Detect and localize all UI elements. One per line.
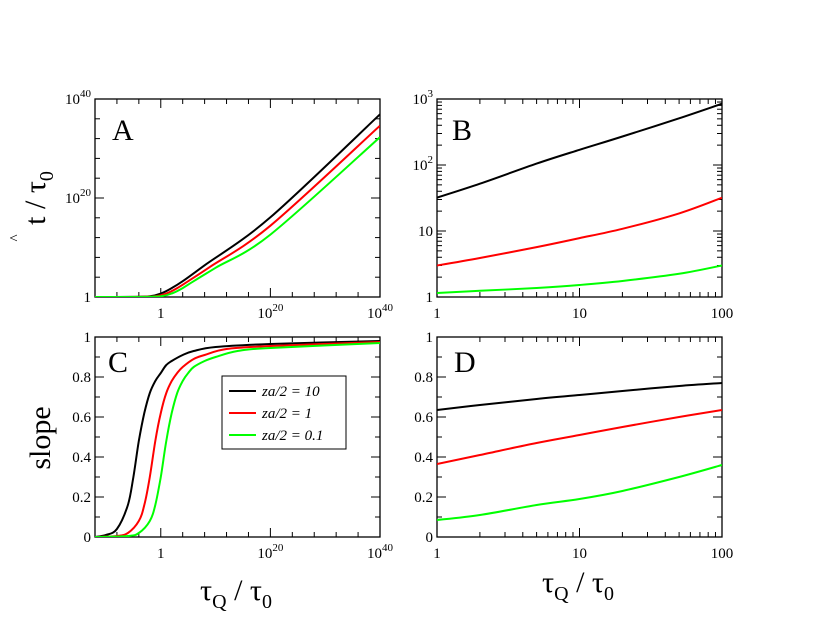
panel-letter-B: B <box>452 114 472 147</box>
y-tick-label-C-5: 1 <box>84 330 92 346</box>
x-tick-label-D-2: 100 <box>711 546 734 562</box>
x-tick-label-A-1: 1020 <box>257 302 284 322</box>
y-tick-label-A-2: 1040 <box>65 88 92 108</box>
x-tick-label-B-1: 10 <box>572 306 587 322</box>
x-tick-label-D-1: 10 <box>572 546 587 562</box>
x-axis-title-left: τQ / τ0 <box>200 574 272 613</box>
x-title-right-sub0: 0 <box>604 583 614 605</box>
panel-D: 1 10 100 0 0.2 0.4 0.6 0.8 1 D <box>414 330 733 562</box>
series-line-C-0 <box>95 340 380 537</box>
y-tick-label-B-0: 1 <box>426 290 434 306</box>
y-tick-label-C-4: 0.8 <box>72 370 91 386</box>
x-axis-title-right: τQ / τ0 <box>542 566 614 605</box>
y-tick-label-D-0: 0 <box>426 530 434 546</box>
y-tick-label-D-2: 0.4 <box>414 450 433 466</box>
y-tick-label-C-3: 0.6 <box>72 410 91 426</box>
series-line-A-2 <box>95 136 380 297</box>
y-tick-label-A-1: 1020 <box>65 187 92 207</box>
legend: za/2 = 10 za/2 = 1 za/2 = 0.1 <box>221 375 347 450</box>
x-tick-label-B-0: 1 <box>433 306 441 322</box>
panel-A: 1 1020 1040 1 1020 1040 A <box>65 88 394 322</box>
y-title-sub: 0 <box>36 171 58 181</box>
y-axis-title-top: t / τ0 ^ <box>8 171 58 241</box>
x-tick-label-A-2: 1040 <box>367 302 394 322</box>
y-title-t: t <box>19 216 52 225</box>
series-line-D-0 <box>437 382 722 411</box>
x-title-right-sep: / τ <box>569 566 604 599</box>
panel-B-frame <box>436 98 723 298</box>
y-axis-title-bottom: slope <box>24 406 57 469</box>
series-line-A-0 <box>95 113 380 297</box>
series-line-C-1 <box>95 341 380 537</box>
panel-letter-C: C <box>108 346 128 379</box>
legend-label-1: za/2 = 1 <box>261 406 312 422</box>
series-line-D-2 <box>437 464 722 521</box>
y-tick-label-B-1: 10 <box>418 224 433 240</box>
x-title-right-tau: τ <box>542 566 554 599</box>
y-tick-label-C-0: 0 <box>84 530 92 546</box>
x-title-left-sep: / τ <box>227 574 262 607</box>
x-title-left-subq: Q <box>212 591 227 613</box>
panel-letter-A: A <box>112 114 134 147</box>
y-tick-label-B-3: 103 <box>413 88 434 108</box>
series-line-A-1 <box>95 124 380 297</box>
series-line-B-2 <box>437 264 722 294</box>
series-line-D-1 <box>437 409 722 465</box>
y-title-sep: / τ <box>19 181 52 216</box>
x-tick-label-B-2: 100 <box>711 306 734 322</box>
x-tick-label-C-1: 1020 <box>257 542 284 562</box>
x-tick-label-A-0: 1 <box>157 306 165 322</box>
x-tick-label-C-2: 1040 <box>367 542 394 562</box>
x-tick-label-D-0: 1 <box>433 546 441 562</box>
svg-text:t / τ0: t / τ0 <box>19 171 58 225</box>
y-tick-label-D-1: 0.2 <box>414 490 433 506</box>
panel-A-frame <box>94 98 381 298</box>
legend-label-0: za/2 = 10 <box>261 384 320 400</box>
series-line-B-0 <box>437 102 722 199</box>
x-title-left-sub0: 0 <box>262 591 272 613</box>
y-tick-label-C-1: 0.2 <box>72 490 91 506</box>
y-title-hat: ^ <box>8 234 24 241</box>
series-line-B-1 <box>437 196 722 267</box>
panel-D-frame <box>436 336 723 538</box>
panel-B: 1 10 100 1 10 102 103 B <box>413 88 734 322</box>
y-tick-label-A-0: 1 <box>84 290 92 306</box>
x-title-left-tau: τ <box>200 574 212 607</box>
y-tick-label-D-3: 0.6 <box>414 410 433 426</box>
y-tick-label-D-4: 0.8 <box>414 370 433 386</box>
y-tick-label-B-2: 102 <box>413 154 434 174</box>
x-title-right-subq: Q <box>554 583 569 605</box>
panel-letter-D: D <box>454 346 476 379</box>
x-tick-label-C-0: 1 <box>157 546 165 562</box>
y-tick-label-D-5: 1 <box>426 330 434 346</box>
legend-label-2: za/2 = 0.1 <box>261 428 323 444</box>
series-line-C-2 <box>95 342 380 537</box>
y-tick-label-C-2: 0.4 <box>72 450 91 466</box>
